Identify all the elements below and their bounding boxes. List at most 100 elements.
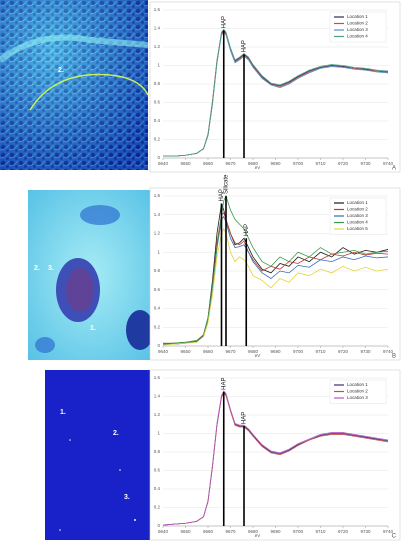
x-tick-label: 9660: [203, 529, 214, 534]
location-label: 2.: [34, 265, 40, 272]
y-tick-label: 1.6: [154, 375, 161, 380]
y-tick-label: 0.6: [154, 468, 161, 473]
legend-label: Location 1: [347, 200, 368, 205]
y-tick-label: 1: [157, 431, 160, 436]
location-label: 2.: [58, 67, 64, 74]
x-tick-label: 9710: [315, 529, 326, 534]
x-tick-label: 9740: [383, 349, 394, 354]
x-axis-label: eV: [255, 353, 261, 358]
y-tick-label: 0.2: [154, 505, 161, 510]
x-tick-label: 9720: [338, 161, 349, 166]
y-tick-label: 1.2: [154, 231, 161, 236]
micrograph: 3. 2. 1.: [28, 190, 154, 360]
x-tick-label: 9730: [360, 161, 371, 166]
x-tick-label: 9700: [293, 349, 304, 354]
y-tick-label: 1.2: [154, 44, 161, 49]
chart: 0 0.2 0.4 0.6 0.8 1 1.2 1.4 1.6 9640 9650 9660 9670 9…: [149, 1, 401, 173]
x-tick-label: 9690: [270, 161, 281, 166]
x-tick-label: 9680: [248, 349, 259, 354]
chart: 0 0.2 0.4 0.6 0.8 1 1.2 1.4 1.6 9640 9650 9660 9670 9…: [149, 174, 401, 361]
x-tick-label: 9700: [293, 161, 304, 166]
legend-label: Location 4: [347, 220, 368, 225]
y-tick-label: 0.4: [154, 306, 161, 311]
location-label: 3.: [48, 265, 54, 272]
legend-label: Location 3: [347, 27, 368, 32]
x-tick-label: 9640: [158, 349, 169, 354]
panel-label: B: [392, 354, 396, 360]
annotation-label: HAP: [219, 189, 225, 201]
annotation-label: HAP: [221, 16, 227, 28]
series-line: [163, 194, 389, 344]
y-tick-label: 1.4: [154, 26, 161, 31]
legend-label: Location 5: [347, 226, 368, 231]
x-tick-label: 9740: [383, 529, 394, 534]
y-tick-label: 0.8: [154, 81, 161, 86]
series-line: [163, 28, 389, 157]
x-tick-label: 9740: [383, 161, 394, 166]
x-axis-label: eV: [255, 165, 261, 170]
annotation-label: Silicate: [224, 174, 230, 194]
x-tick-label: 9670: [225, 529, 236, 534]
x-tick-label: 9650: [180, 161, 191, 166]
x-tick-label: 9690: [270, 349, 281, 354]
annotation-label: HAP: [242, 40, 248, 52]
y-tick-label: 1.2: [154, 412, 161, 417]
legend-label: Location 4: [347, 34, 368, 39]
legend-label: Location 3: [347, 213, 368, 218]
chart: 0 0.2 0.4 0.6 0.8 1 1.2 1.4 1.6 9640 9650 9660 9670 9…: [149, 369, 401, 541]
x-tick-label: 9710: [315, 161, 326, 166]
location-label: 2.: [113, 430, 119, 437]
x-tick-label: 9650: [180, 349, 191, 354]
x-tick-label: 9650: [180, 529, 191, 534]
x-tick-label: 9660: [203, 349, 214, 354]
location-label: 3.: [124, 494, 130, 501]
y-tick-label: 1.6: [154, 193, 161, 198]
x-tick-label: 9640: [158, 529, 169, 534]
legend-label: Location 1: [347, 14, 368, 19]
y-tick-label: 0.4: [154, 486, 161, 491]
x-tick-label: 9720: [338, 529, 349, 534]
location-label: 1.: [90, 325, 96, 332]
legend-label: Location 1: [347, 382, 368, 387]
y-tick-label: 0.2: [154, 137, 161, 142]
panel-label: C: [392, 534, 397, 540]
y-tick-label: 1: [157, 249, 160, 254]
x-tick-label: 9730: [360, 349, 371, 354]
legend-label: Location 2: [347, 207, 368, 212]
legend-label: Location 2: [347, 389, 368, 394]
x-tick-label: 9730: [360, 529, 371, 534]
micrograph: 2.: [0, 0, 149, 170]
x-tick-label: 9670: [225, 161, 236, 166]
y-tick-label: 0.8: [154, 268, 161, 273]
x-tick-label: 9690: [270, 529, 281, 534]
x-tick-label: 9710: [315, 349, 326, 354]
series-line: [162, 390, 389, 526]
x-tick-label: 9660: [203, 161, 214, 166]
y-tick-label: 1: [157, 63, 160, 68]
y-tick-label: 0.2: [154, 324, 161, 329]
legend-label: Location 2: [347, 21, 368, 26]
y-tick-label: 1.4: [154, 394, 161, 399]
annotation-label: HAP: [242, 412, 248, 424]
x-tick-label: 9670: [225, 349, 236, 354]
y-tick-label: 1.6: [154, 7, 161, 12]
x-tick-label: 9680: [248, 529, 259, 534]
x-tick-label: 9680: [248, 161, 259, 166]
x-tick-label: 9720: [338, 349, 349, 354]
y-tick-label: 1.4: [154, 212, 161, 217]
y-tick-label: 0: [157, 343, 160, 348]
location-label: 1.: [60, 409, 66, 416]
y-tick-label: 0: [157, 523, 160, 528]
panel-label: A: [392, 166, 396, 172]
annotation-label: HAP: [244, 224, 250, 236]
y-tick-label: 0.8: [154, 449, 161, 454]
micrograph: 1. 2. 3.: [45, 370, 150, 540]
x-tick-label: 9700: [293, 529, 304, 534]
annotation-label: HAP: [221, 378, 227, 390]
legend-label: Location 3: [347, 395, 368, 400]
y-tick-label: 0.4: [154, 118, 161, 123]
y-tick-label: 0: [157, 155, 160, 160]
x-axis-label: eV: [255, 533, 261, 538]
y-tick-label: 0.6: [154, 287, 161, 292]
